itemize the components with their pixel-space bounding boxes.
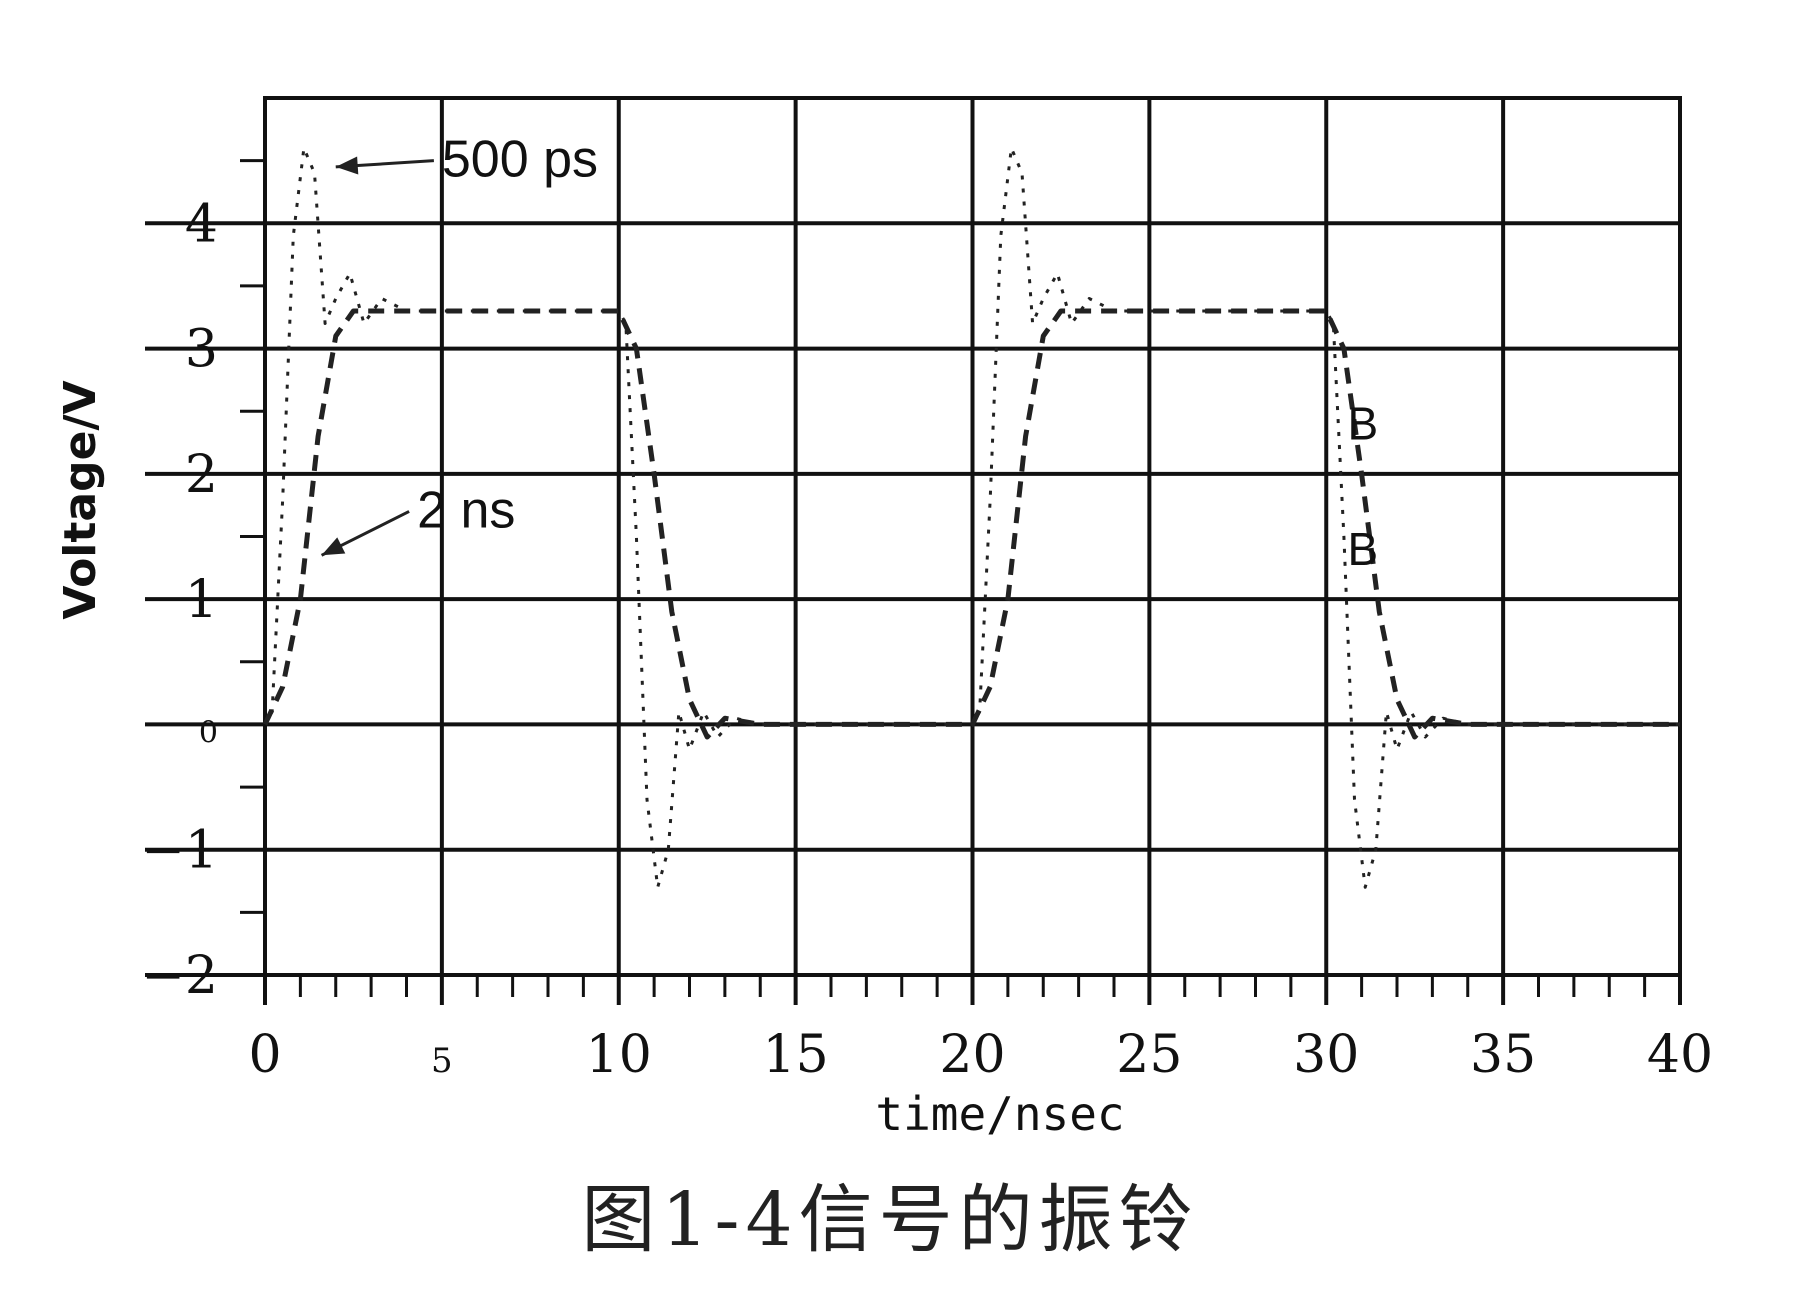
annotations: 500 ps 2 ns B B <box>320 131 1378 575</box>
annotation-arrowhead <box>335 156 359 175</box>
axis-labels: time/nsec Voltage/V 图1-4信号的振铃 <box>55 380 1198 1263</box>
y-tick-label: −1 <box>141 821 218 881</box>
series-layer <box>262 146 1680 889</box>
x-tick-label: 30 <box>1293 1025 1359 1085</box>
y-tick-label: 3 <box>185 320 218 380</box>
minor-ticks <box>240 159 1682 1005</box>
y-tick-label: 1 <box>185 570 218 630</box>
x-tick-label: 40 <box>1647 1025 1713 1085</box>
annotation-arrowhead <box>321 537 346 556</box>
x-tick-label: 5 <box>431 1041 453 1081</box>
y-tick-label: 0 <box>199 715 218 750</box>
grid: 0 5 10 15 20 25 30 35 40 −2 −1 0 1 2 3 4 <box>141 96 1713 1085</box>
x-tick-label: 15 <box>763 1025 829 1085</box>
x-tick-label: 35 <box>1470 1025 1536 1085</box>
annotation-text: 2 ns <box>417 481 515 539</box>
y-tick-label: −2 <box>141 946 218 1006</box>
annotation-text: B <box>1347 523 1378 575</box>
annotation-text: B <box>1347 398 1378 450</box>
x-tick-label: 0 <box>248 1025 281 1085</box>
x-tick-label: 25 <box>1116 1025 1182 1085</box>
figure-caption: 图1-4信号的振铃 <box>581 1177 1198 1263</box>
x-axis-label: time/nsec <box>875 1087 1124 1141</box>
annotation-text: 500 ps <box>442 131 598 189</box>
y-tick-label: 2 <box>185 445 218 505</box>
series-line-dashed <box>262 308 1680 740</box>
x-tick-label: 10 <box>586 1025 652 1085</box>
y-tick-label: 4 <box>185 194 218 254</box>
x-tick-label: 20 <box>939 1025 1005 1085</box>
y-axis-label: Voltage/V <box>55 380 106 619</box>
